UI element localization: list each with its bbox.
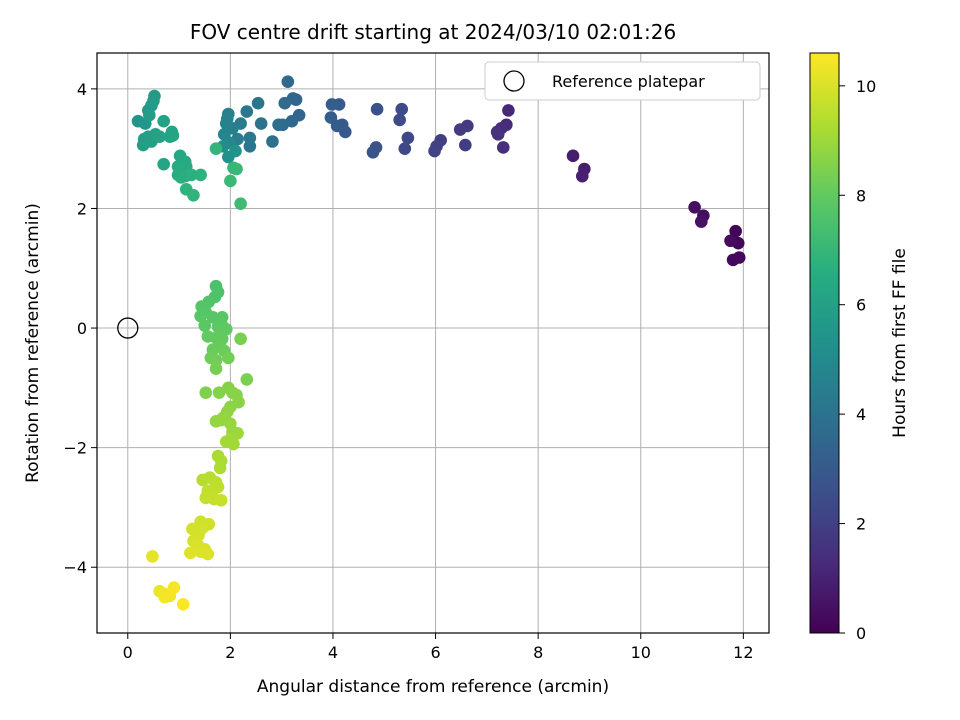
scatter-point bbox=[146, 550, 159, 563]
legend-marker bbox=[503, 70, 525, 92]
legend-box bbox=[484, 61, 761, 101]
scatter-point bbox=[206, 310, 220, 324]
legend-label: Reference platepar bbox=[552, 72, 705, 91]
x-axis-ticks: 0 2 4 6 8 10 12 bbox=[123, 633, 754, 662]
x-tick-label: 4 bbox=[328, 643, 338, 662]
scatter-point bbox=[496, 141, 510, 154]
scatter-point bbox=[153, 130, 166, 144]
scatter-point bbox=[729, 224, 742, 238]
scatter-point bbox=[459, 138, 472, 152]
scatter-point bbox=[370, 102, 384, 116]
scatter-point bbox=[398, 142, 412, 155]
scatter-point bbox=[224, 174, 237, 188]
scatter-point bbox=[219, 322, 233, 336]
scatter-point bbox=[502, 104, 515, 117]
scatter-point bbox=[219, 117, 233, 130]
scatter-point bbox=[566, 149, 580, 163]
legend: Reference platepar bbox=[484, 61, 761, 101]
colorbar-tick-label: 2 bbox=[856, 515, 866, 534]
x-tick-label: 8 bbox=[533, 643, 543, 662]
scatter-point bbox=[281, 75, 295, 89]
scatter-point bbox=[726, 253, 740, 267]
x-tick-label: 12 bbox=[733, 643, 753, 662]
y-tick-label: 0 bbox=[77, 319, 87, 338]
y-axis-label: Rotation from reference (arcmin) bbox=[23, 203, 43, 483]
scatter-point bbox=[143, 108, 156, 122]
x-tick-label: 10 bbox=[631, 643, 651, 662]
scatter-point bbox=[491, 128, 505, 141]
colorbar: 0 2 4 6 8 10 Hours from first FF file bbox=[809, 52, 910, 643]
x-tick-label: 6 bbox=[430, 643, 440, 662]
scatter-point bbox=[366, 145, 380, 159]
scatter-point bbox=[184, 546, 197, 560]
scatter-point bbox=[158, 590, 172, 604]
scatter-point bbox=[325, 98, 339, 111]
scatter-point bbox=[194, 168, 207, 182]
scatter-point bbox=[694, 215, 708, 228]
scatter-point bbox=[251, 96, 265, 110]
scatter-point bbox=[209, 142, 223, 155]
scatter-point bbox=[724, 234, 737, 248]
scatter-point bbox=[401, 131, 415, 145]
scatter-point bbox=[324, 111, 338, 124]
scatter-point bbox=[199, 386, 213, 399]
scatter-point bbox=[187, 189, 200, 202]
x-axis-label: Angular distance from reference (arcmin) bbox=[257, 677, 609, 697]
colorbar-label: Hours from first FF file bbox=[890, 248, 910, 438]
scatter-point bbox=[393, 113, 406, 127]
scatter-point bbox=[194, 309, 207, 323]
scatter-point bbox=[453, 123, 467, 136]
scatter-point bbox=[176, 597, 190, 611]
scatter-point bbox=[185, 168, 198, 182]
scatter-point bbox=[227, 437, 240, 451]
colorbar-gradient bbox=[809, 52, 840, 634]
scatter-point bbox=[240, 373, 254, 386]
y-tick-label: 2 bbox=[77, 199, 87, 218]
colorbar-tick-label: 4 bbox=[856, 405, 866, 424]
reference-point bbox=[117, 317, 139, 339]
scatter-point bbox=[147, 94, 160, 108]
scatter-point bbox=[272, 118, 285, 132]
scatter-point bbox=[575, 169, 589, 183]
colorbar-tick-label: 8 bbox=[856, 186, 866, 205]
scatter-point bbox=[198, 319, 212, 332]
scatter-point bbox=[688, 200, 701, 214]
scatter-point bbox=[213, 461, 227, 475]
scatter-point bbox=[166, 129, 180, 142]
scatter-point bbox=[243, 131, 257, 145]
x-tick-label: 2 bbox=[225, 643, 235, 662]
scatter-point bbox=[222, 351, 235, 365]
scatter-point bbox=[214, 493, 228, 507]
scatter-point bbox=[167, 581, 181, 594]
scatter-point bbox=[234, 332, 247, 346]
scatter-point bbox=[215, 310, 229, 324]
scatter-point bbox=[428, 144, 441, 158]
plot-frame bbox=[96, 52, 770, 634]
y-axis-ticks: 4 2 0 −2 −4 bbox=[63, 80, 97, 577]
chart-title: FOV centre drift starting at 2024/03/10 … bbox=[190, 20, 676, 44]
scatter-point bbox=[209, 362, 223, 376]
scatter-point bbox=[278, 96, 292, 110]
y-tick-label: −4 bbox=[63, 558, 87, 577]
scatter-point bbox=[234, 197, 247, 210]
scatter-point bbox=[157, 157, 170, 171]
y-tick-label: 4 bbox=[77, 80, 87, 99]
colorbar-tick-label: 10 bbox=[856, 77, 876, 96]
scatter-point bbox=[201, 547, 215, 561]
x-tick-label: 0 bbox=[123, 643, 133, 662]
scatter-point bbox=[229, 144, 242, 158]
scatter-point bbox=[395, 102, 409, 116]
colorbar-ticks: 0 2 4 6 8 10 bbox=[839, 77, 876, 643]
y-tick-label: −2 bbox=[63, 439, 87, 458]
reference-platepar-marker bbox=[117, 317, 139, 339]
scatter-point bbox=[266, 135, 279, 148]
data-points bbox=[131, 75, 746, 611]
scatter-point bbox=[230, 162, 243, 176]
scatter-point bbox=[157, 114, 170, 128]
colorbar-tick-label: 6 bbox=[856, 296, 866, 315]
scatter-point bbox=[240, 105, 254, 118]
colorbar-tick-label: 0 bbox=[856, 624, 866, 643]
scatter-point bbox=[254, 117, 268, 130]
